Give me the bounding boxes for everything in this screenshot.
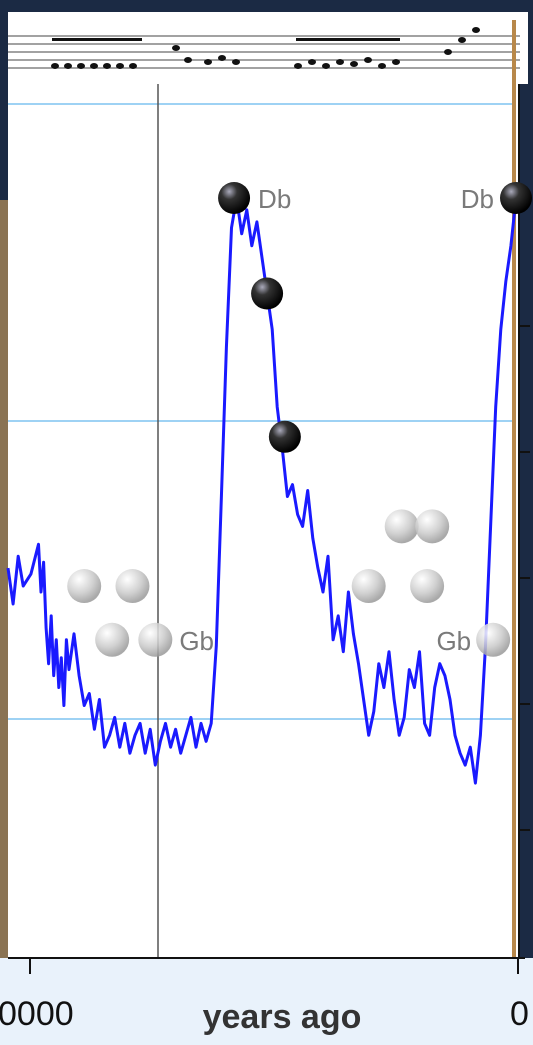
note-head [364,57,372,63]
note-label: Gb [179,626,214,656]
note-head [308,59,316,65]
series-line [6,196,518,785]
note-head [90,63,98,69]
axis-area [0,958,533,1045]
note-head [204,59,212,65]
note-head [350,61,358,67]
note-head [172,45,180,51]
x-tick-label-left: 0000 [0,995,74,1033]
x-tick-label-right: 0 [510,995,529,1033]
note-head [458,37,466,43]
note-head [103,63,111,69]
note-head [378,63,386,69]
note-head [392,59,400,65]
note-head [116,63,124,69]
note-head [218,55,226,61]
note-head [444,49,452,55]
note-marker-dark[interactable] [500,182,532,214]
note-head [336,59,344,65]
note-head [294,63,302,69]
note-head [184,57,192,63]
sheet-music-strip [8,12,528,84]
note-head [129,63,137,69]
note-label: Gb [436,626,471,656]
note-head [322,63,330,69]
note-markers: Db Gb Gb Db [67,182,532,657]
note-head [232,59,240,65]
note-marker-light[interactable] [384,509,419,544]
note-marker-light[interactable] [95,622,130,657]
note-marker-dark[interactable] [251,277,284,310]
note-marker-light[interactable] [476,622,511,657]
note-beam [52,38,142,41]
note-marker-light[interactable] [410,569,445,604]
music-staff [8,27,520,69]
note-marker-light[interactable] [115,569,150,604]
note-marker-light[interactable] [415,509,450,544]
note-marker-light[interactable] [138,622,173,657]
note-beam [296,38,400,41]
note-marker-dark[interactable] [218,182,251,214]
note-label: Db [258,184,291,214]
note-head [472,27,480,33]
note-head [77,63,85,69]
note-label: Db [461,184,494,214]
note-marker-light[interactable] [67,569,102,604]
note-head [64,63,72,69]
note-marker-dark[interactable] [268,420,301,453]
x-axis-label: years ago [203,998,362,1036]
note-marker-light[interactable] [351,569,386,604]
note-head [51,63,59,69]
